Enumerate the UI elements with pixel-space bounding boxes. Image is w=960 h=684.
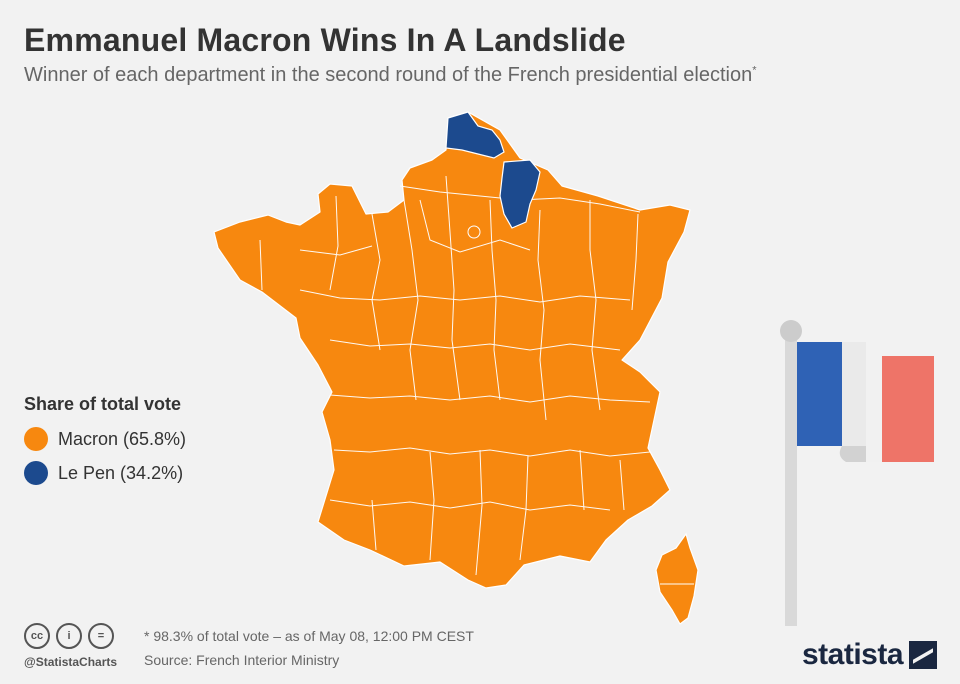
cc-icon: cc: [24, 623, 50, 649]
footnote: * 98.3% of total vote – as of May 08, 12…: [144, 628, 474, 644]
license-icons: cc i =: [24, 623, 114, 649]
legend-label-le-pen: Le Pen (34.2%): [58, 462, 184, 483]
paris-region: [467, 225, 481, 239]
statista-mark-icon: [909, 641, 938, 669]
statista-logo: statista: [802, 638, 938, 672]
brand-name: statista: [802, 638, 904, 671]
legend: Share of total vote Macron (65.8%) Le Pe…: [24, 394, 186, 495]
macron-dot-icon: [24, 427, 48, 451]
legend-item-le-pen: Le Pen (34.2%): [24, 461, 186, 485]
no-derivatives-icon: =: [88, 623, 114, 649]
twitter-handle: @StatistaCharts: [24, 655, 118, 669]
corsica: [655, 532, 699, 625]
pas-de-calais-le-pen: [445, 111, 505, 159]
source-note: Source: French Interior Ministry: [144, 652, 340, 668]
aisne-le-pen: [499, 159, 541, 229]
chart-title: Emmanuel Macron Wins In A Landslide: [24, 22, 626, 58]
legend-title: Share of total vote: [24, 394, 182, 414]
le-pen-dot-icon: [24, 461, 48, 485]
legend-item-macron: Macron (65.8%): [24, 427, 186, 451]
legend-label-macron: Macron (65.8%): [58, 428, 187, 449]
attribution-icon: i: [56, 623, 82, 649]
chart-subtitle: Winner of each department in the second …: [24, 64, 757, 86]
mainland-macron-region: [213, 111, 691, 589]
